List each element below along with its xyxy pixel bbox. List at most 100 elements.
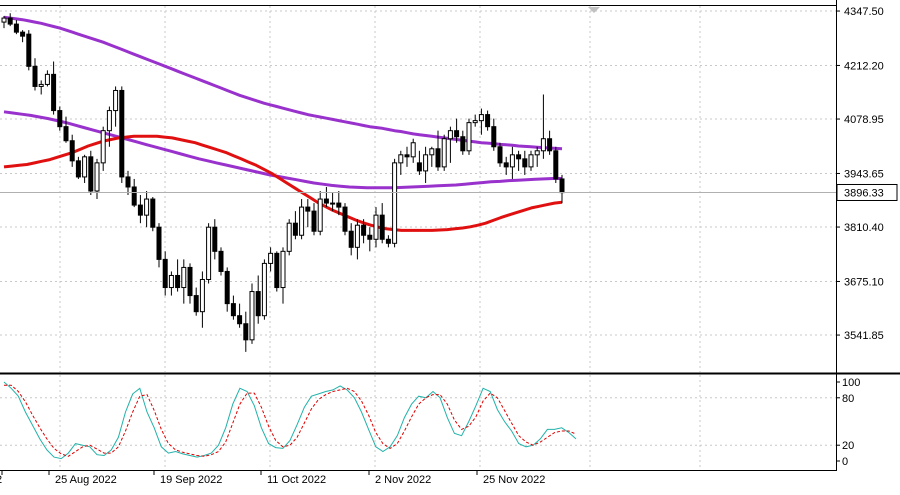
candle bbox=[410, 138, 416, 163]
candle bbox=[280, 247, 286, 304]
candle-body bbox=[156, 226, 162, 260]
candle bbox=[367, 227, 373, 252]
candle bbox=[336, 191, 342, 216]
candle bbox=[106, 106, 112, 147]
candle bbox=[206, 223, 212, 284]
candle bbox=[88, 150, 94, 196]
candle-body bbox=[305, 206, 311, 212]
candle-body bbox=[69, 140, 75, 162]
candle bbox=[13, 20, 19, 35]
price-tick-label: 3810.40 bbox=[844, 222, 884, 234]
current-price-label: 3896.33 bbox=[844, 187, 884, 199]
current-price-tag: 3896.33 bbox=[0, 183, 898, 201]
price-tick-label: 3943.65 bbox=[844, 168, 884, 180]
candle bbox=[516, 150, 522, 171]
candle-body bbox=[181, 266, 187, 289]
candle-body bbox=[224, 270, 230, 305]
candle-body bbox=[503, 162, 509, 168]
candle-body bbox=[218, 250, 224, 272]
candle bbox=[57, 106, 63, 131]
candle-body bbox=[187, 266, 193, 297]
candle bbox=[540, 94, 546, 159]
candle-body bbox=[330, 202, 336, 205]
candle bbox=[305, 199, 311, 228]
time-axis[interactable]: 2 25 Aug 2022 19 Sep 2022 11 Oct 2022 2 Nov … bbox=[0, 470, 545, 486]
candle-body bbox=[7, 17, 13, 25]
candle-body bbox=[125, 176, 131, 188]
candle bbox=[75, 156, 81, 179]
oscillator-panel-grid bbox=[0, 375, 836, 470]
candle bbox=[392, 158, 398, 248]
stochastic-lines bbox=[3, 381, 577, 460]
candle-body bbox=[485, 114, 491, 128]
candle bbox=[435, 130, 441, 171]
candle-body bbox=[26, 33, 32, 67]
candle bbox=[131, 178, 137, 208]
candle bbox=[119, 86, 125, 183]
candle bbox=[249, 283, 255, 344]
candle bbox=[342, 203, 348, 236]
candle bbox=[243, 311, 249, 352]
candle bbox=[69, 134, 75, 167]
candle-body bbox=[472, 120, 478, 124]
price-tick-label: 3675.10 bbox=[844, 276, 884, 288]
candle-body bbox=[292, 222, 298, 236]
candle-body bbox=[106, 110, 112, 132]
candle bbox=[261, 259, 267, 320]
candle-body bbox=[528, 154, 534, 168]
candle bbox=[466, 118, 472, 155]
candle-body bbox=[193, 295, 199, 313]
time-tick-label: 2 bbox=[0, 474, 2, 486]
candle bbox=[193, 287, 199, 316]
candle bbox=[472, 114, 478, 127]
candle-body bbox=[435, 148, 441, 168]
moving-average-lines bbox=[3, 15, 563, 232]
candle bbox=[7, 13, 13, 27]
candle-body bbox=[423, 154, 429, 172]
candle-body bbox=[522, 158, 528, 168]
price-axis[interactable]: 4347.50 4212.20 4078.95 3943.65 3810.40 3675.… bbox=[836, 6, 884, 342]
candle-body bbox=[63, 126, 69, 142]
candle bbox=[26, 30, 32, 71]
candle bbox=[404, 146, 410, 167]
candle-body bbox=[348, 230, 354, 248]
candle bbox=[348, 223, 354, 256]
oscillator-tick-label: 20 bbox=[842, 440, 854, 452]
candle bbox=[162, 251, 168, 296]
candle-body bbox=[237, 315, 243, 325]
candle-body bbox=[491, 126, 497, 148]
candle-body bbox=[367, 234, 373, 240]
candle bbox=[274, 251, 280, 292]
candle bbox=[187, 263, 193, 304]
candle-body bbox=[460, 136, 466, 152]
candle-body bbox=[249, 291, 255, 341]
candle bbox=[168, 271, 174, 296]
candle-body bbox=[113, 89, 119, 112]
candle-body bbox=[274, 252, 280, 289]
candle bbox=[144, 191, 150, 228]
candle-body bbox=[199, 278, 205, 313]
candle-body bbox=[150, 198, 156, 228]
candle-body bbox=[311, 210, 317, 232]
candle bbox=[416, 150, 422, 175]
candle-body bbox=[57, 110, 63, 128]
candle-body bbox=[299, 206, 305, 236]
candle-body bbox=[534, 150, 540, 156]
candle bbox=[44, 70, 50, 87]
price-tick-label: 4212.20 bbox=[844, 60, 884, 72]
candle bbox=[82, 154, 88, 183]
candle bbox=[429, 146, 435, 167]
candle-body bbox=[32, 65, 38, 87]
candle-body bbox=[373, 214, 379, 240]
candle bbox=[100, 126, 106, 171]
candle bbox=[199, 271, 205, 328]
candle bbox=[485, 110, 491, 131]
candle bbox=[212, 219, 218, 260]
candle bbox=[503, 156, 509, 175]
time-tick-label: 25 Nov 2022 bbox=[483, 474, 545, 486]
scroll-marker-icon[interactable] bbox=[588, 7, 600, 13]
candle-body bbox=[175, 274, 181, 289]
candle-body bbox=[553, 150, 559, 180]
oscillator-tick-label: 100 bbox=[842, 377, 860, 389]
candle bbox=[311, 203, 317, 236]
